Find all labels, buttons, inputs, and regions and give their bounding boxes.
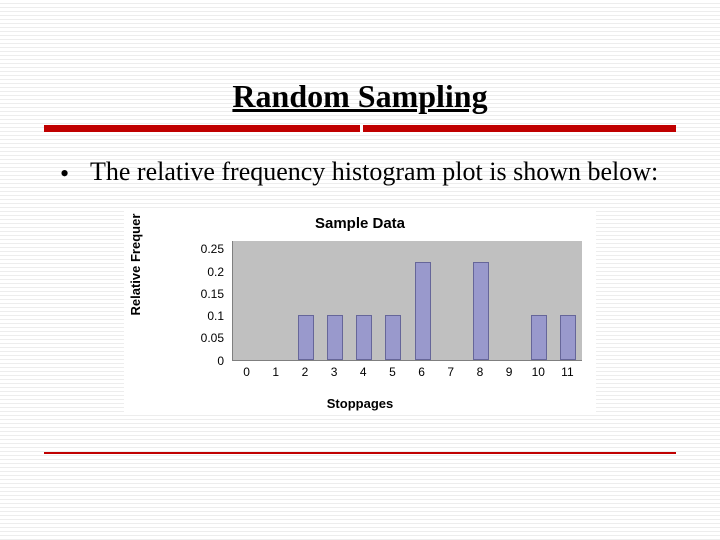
chart-plot-area	[232, 241, 582, 361]
chart-xtick: 9	[506, 365, 513, 379]
chart-xtick: 5	[389, 365, 396, 379]
chart-title: Sample Data	[124, 209, 596, 232]
slide-content: Random Sampling • The relative frequency…	[0, 0, 720, 413]
chart-yticks: 00.050.10.150.20.25	[184, 241, 228, 361]
bullet-marker: •	[60, 158, 78, 191]
chart-container: Sample Data Relative Frequer 0 0.05 0.1 0.1…	[124, 209, 596, 413]
chart-ytick: 0.1	[207, 309, 224, 323]
chart-ytick: 0.05	[201, 331, 224, 345]
chart-bar	[327, 315, 343, 359]
chart-ytick: 0	[217, 354, 224, 368]
chart-bar	[356, 315, 372, 359]
chart-bar	[560, 315, 576, 359]
chart-xtick: 0	[243, 365, 250, 379]
slide-title: Random Sampling	[0, 0, 720, 125]
chart-bar	[473, 262, 489, 360]
chart-xticks: 0 1 2 3 4 5 6 7 8 9 10 11	[232, 365, 582, 383]
chart-xtick: 2	[302, 365, 309, 379]
footer-thin-line	[44, 452, 676, 454]
chart-xlabel: Stoppages	[124, 396, 596, 411]
chart-ylabel: Relative Frequer	[128, 213, 143, 315]
chart-bar	[415, 262, 431, 360]
chart-xtick: 1	[272, 365, 279, 379]
chart-ytick: 0.25	[201, 242, 224, 256]
chart-xtick: 7	[447, 365, 454, 379]
chart-xtick: 3	[331, 365, 338, 379]
chart-ytick: 0.2	[207, 265, 224, 279]
chart-bar	[298, 315, 314, 359]
bullet-text: The relative frequency histogram plot is…	[78, 156, 660, 189]
chart-xtick: 11	[561, 365, 573, 379]
title-underline-bar	[44, 125, 676, 132]
chart-xtick: 8	[477, 365, 484, 379]
chart-ytick: 0.15	[201, 287, 224, 301]
chart-bar	[385, 315, 401, 359]
chart-xtick: 4	[360, 365, 367, 379]
chart-xtick: 6	[418, 365, 425, 379]
chart-bar	[531, 315, 547, 359]
chart-xtick: 10	[532, 365, 545, 379]
bullet-row: • The relative frequency histogram plot …	[0, 132, 720, 191]
